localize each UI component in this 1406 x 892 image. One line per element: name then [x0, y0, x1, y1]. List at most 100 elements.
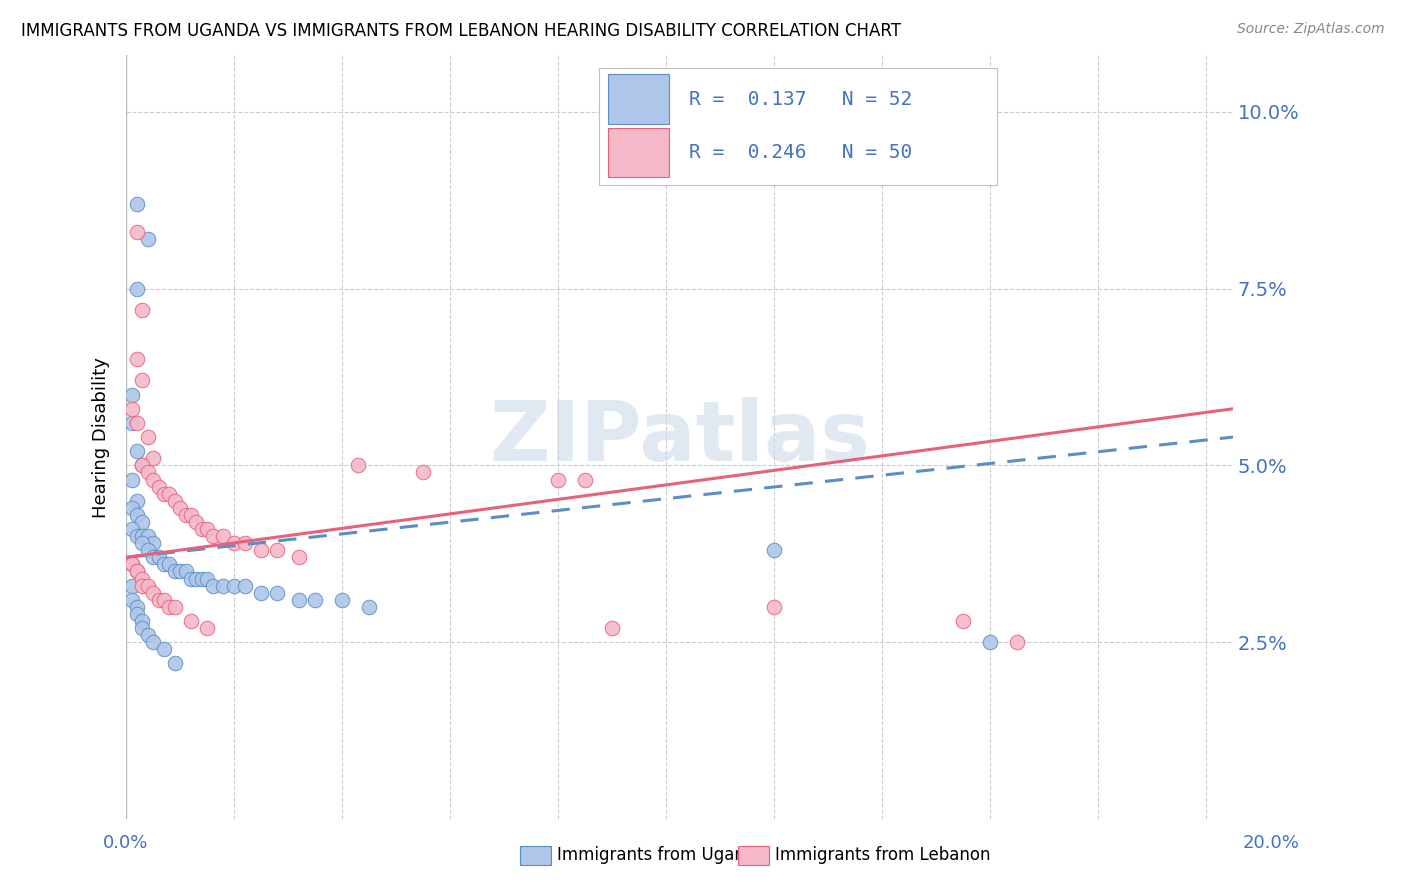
Point [359, 599, 381, 614]
Point [250, 543, 273, 558]
Point [121, 473, 143, 487]
Text: R =  0.137   N = 52: R = 0.137 N = 52 [689, 89, 911, 109]
Text: Source: ZipAtlas.com: Source: ZipAtlas.com [1237, 22, 1385, 37]
Point [127, 565, 149, 579]
Point [131, 458, 153, 473]
Point [131, 515, 153, 529]
Point [191, 522, 214, 536]
Point [121, 522, 143, 536]
Point [127, 508, 149, 522]
Point [127, 416, 149, 430]
Point [121, 579, 143, 593]
Point [763, 543, 786, 558]
Point [131, 572, 153, 586]
Point [136, 628, 159, 642]
Point [304, 592, 326, 607]
Point [136, 232, 159, 246]
Point [266, 543, 288, 558]
Text: R =  0.246   N = 50: R = 0.246 N = 50 [689, 143, 911, 162]
Point [127, 493, 149, 508]
Point [131, 536, 153, 550]
Point [163, 493, 186, 508]
Point [169, 500, 191, 515]
Point [121, 500, 143, 515]
Point [169, 565, 191, 579]
Point [163, 657, 186, 671]
Point [224, 579, 246, 593]
Point [131, 621, 153, 635]
Point [547, 473, 569, 487]
Text: ZIPatlas: ZIPatlas [489, 397, 870, 477]
Point [163, 565, 186, 579]
Point [127, 281, 149, 295]
Point [153, 558, 176, 572]
Point [121, 592, 143, 607]
Point [288, 550, 311, 565]
Point [330, 592, 353, 607]
Point [763, 599, 786, 614]
Point [174, 565, 197, 579]
Point [212, 579, 235, 593]
Point [159, 486, 181, 500]
Point [201, 579, 224, 593]
Point [142, 536, 165, 550]
Point [121, 558, 143, 572]
Point [148, 550, 170, 565]
Point [136, 529, 159, 543]
Point [195, 621, 218, 635]
Point [153, 642, 176, 657]
Point [142, 473, 165, 487]
Point [266, 585, 288, 599]
Point [136, 543, 159, 558]
Point [212, 529, 235, 543]
Point [127, 565, 149, 579]
Point [148, 480, 170, 494]
Point [412, 466, 434, 480]
Point [127, 352, 149, 367]
Point [250, 585, 273, 599]
FancyBboxPatch shape [599, 68, 997, 185]
Point [131, 458, 153, 473]
Point [142, 585, 165, 599]
Point [136, 466, 159, 480]
Point [131, 614, 153, 628]
Point [195, 522, 218, 536]
Point [131, 374, 153, 388]
Point [142, 550, 165, 565]
Point [979, 635, 1001, 649]
Point [127, 599, 149, 614]
Point [186, 515, 208, 529]
Point [127, 225, 149, 239]
Point [952, 614, 974, 628]
Point [127, 444, 149, 458]
Bar [607, 74, 669, 124]
Point [131, 529, 153, 543]
Point [174, 508, 197, 522]
Point [159, 558, 181, 572]
Point [121, 558, 143, 572]
Text: IMMIGRANTS FROM UGANDA VS IMMIGRANTS FROM LEBANON HEARING DISABILITY CORRELATION: IMMIGRANTS FROM UGANDA VS IMMIGRANTS FRO… [21, 22, 901, 40]
Point [127, 529, 149, 543]
Point [121, 416, 143, 430]
Point [136, 430, 159, 444]
Point [148, 592, 170, 607]
Text: 20.0%: 20.0% [1243, 834, 1299, 852]
Point [180, 614, 202, 628]
Point [121, 387, 143, 401]
Point [142, 635, 165, 649]
Point [153, 486, 176, 500]
Text: Immigrants from Lebanon: Immigrants from Lebanon [775, 847, 990, 864]
Point [127, 607, 149, 621]
Point [600, 621, 623, 635]
Point [574, 473, 596, 487]
Point [127, 196, 149, 211]
Point [159, 599, 181, 614]
Y-axis label: Hearing Disability: Hearing Disability [93, 357, 110, 517]
Point [186, 572, 208, 586]
Point [1005, 635, 1028, 649]
Point [153, 592, 176, 607]
Point [121, 401, 143, 416]
Point [180, 572, 202, 586]
Text: 0.0%: 0.0% [103, 834, 148, 852]
Point [233, 536, 256, 550]
